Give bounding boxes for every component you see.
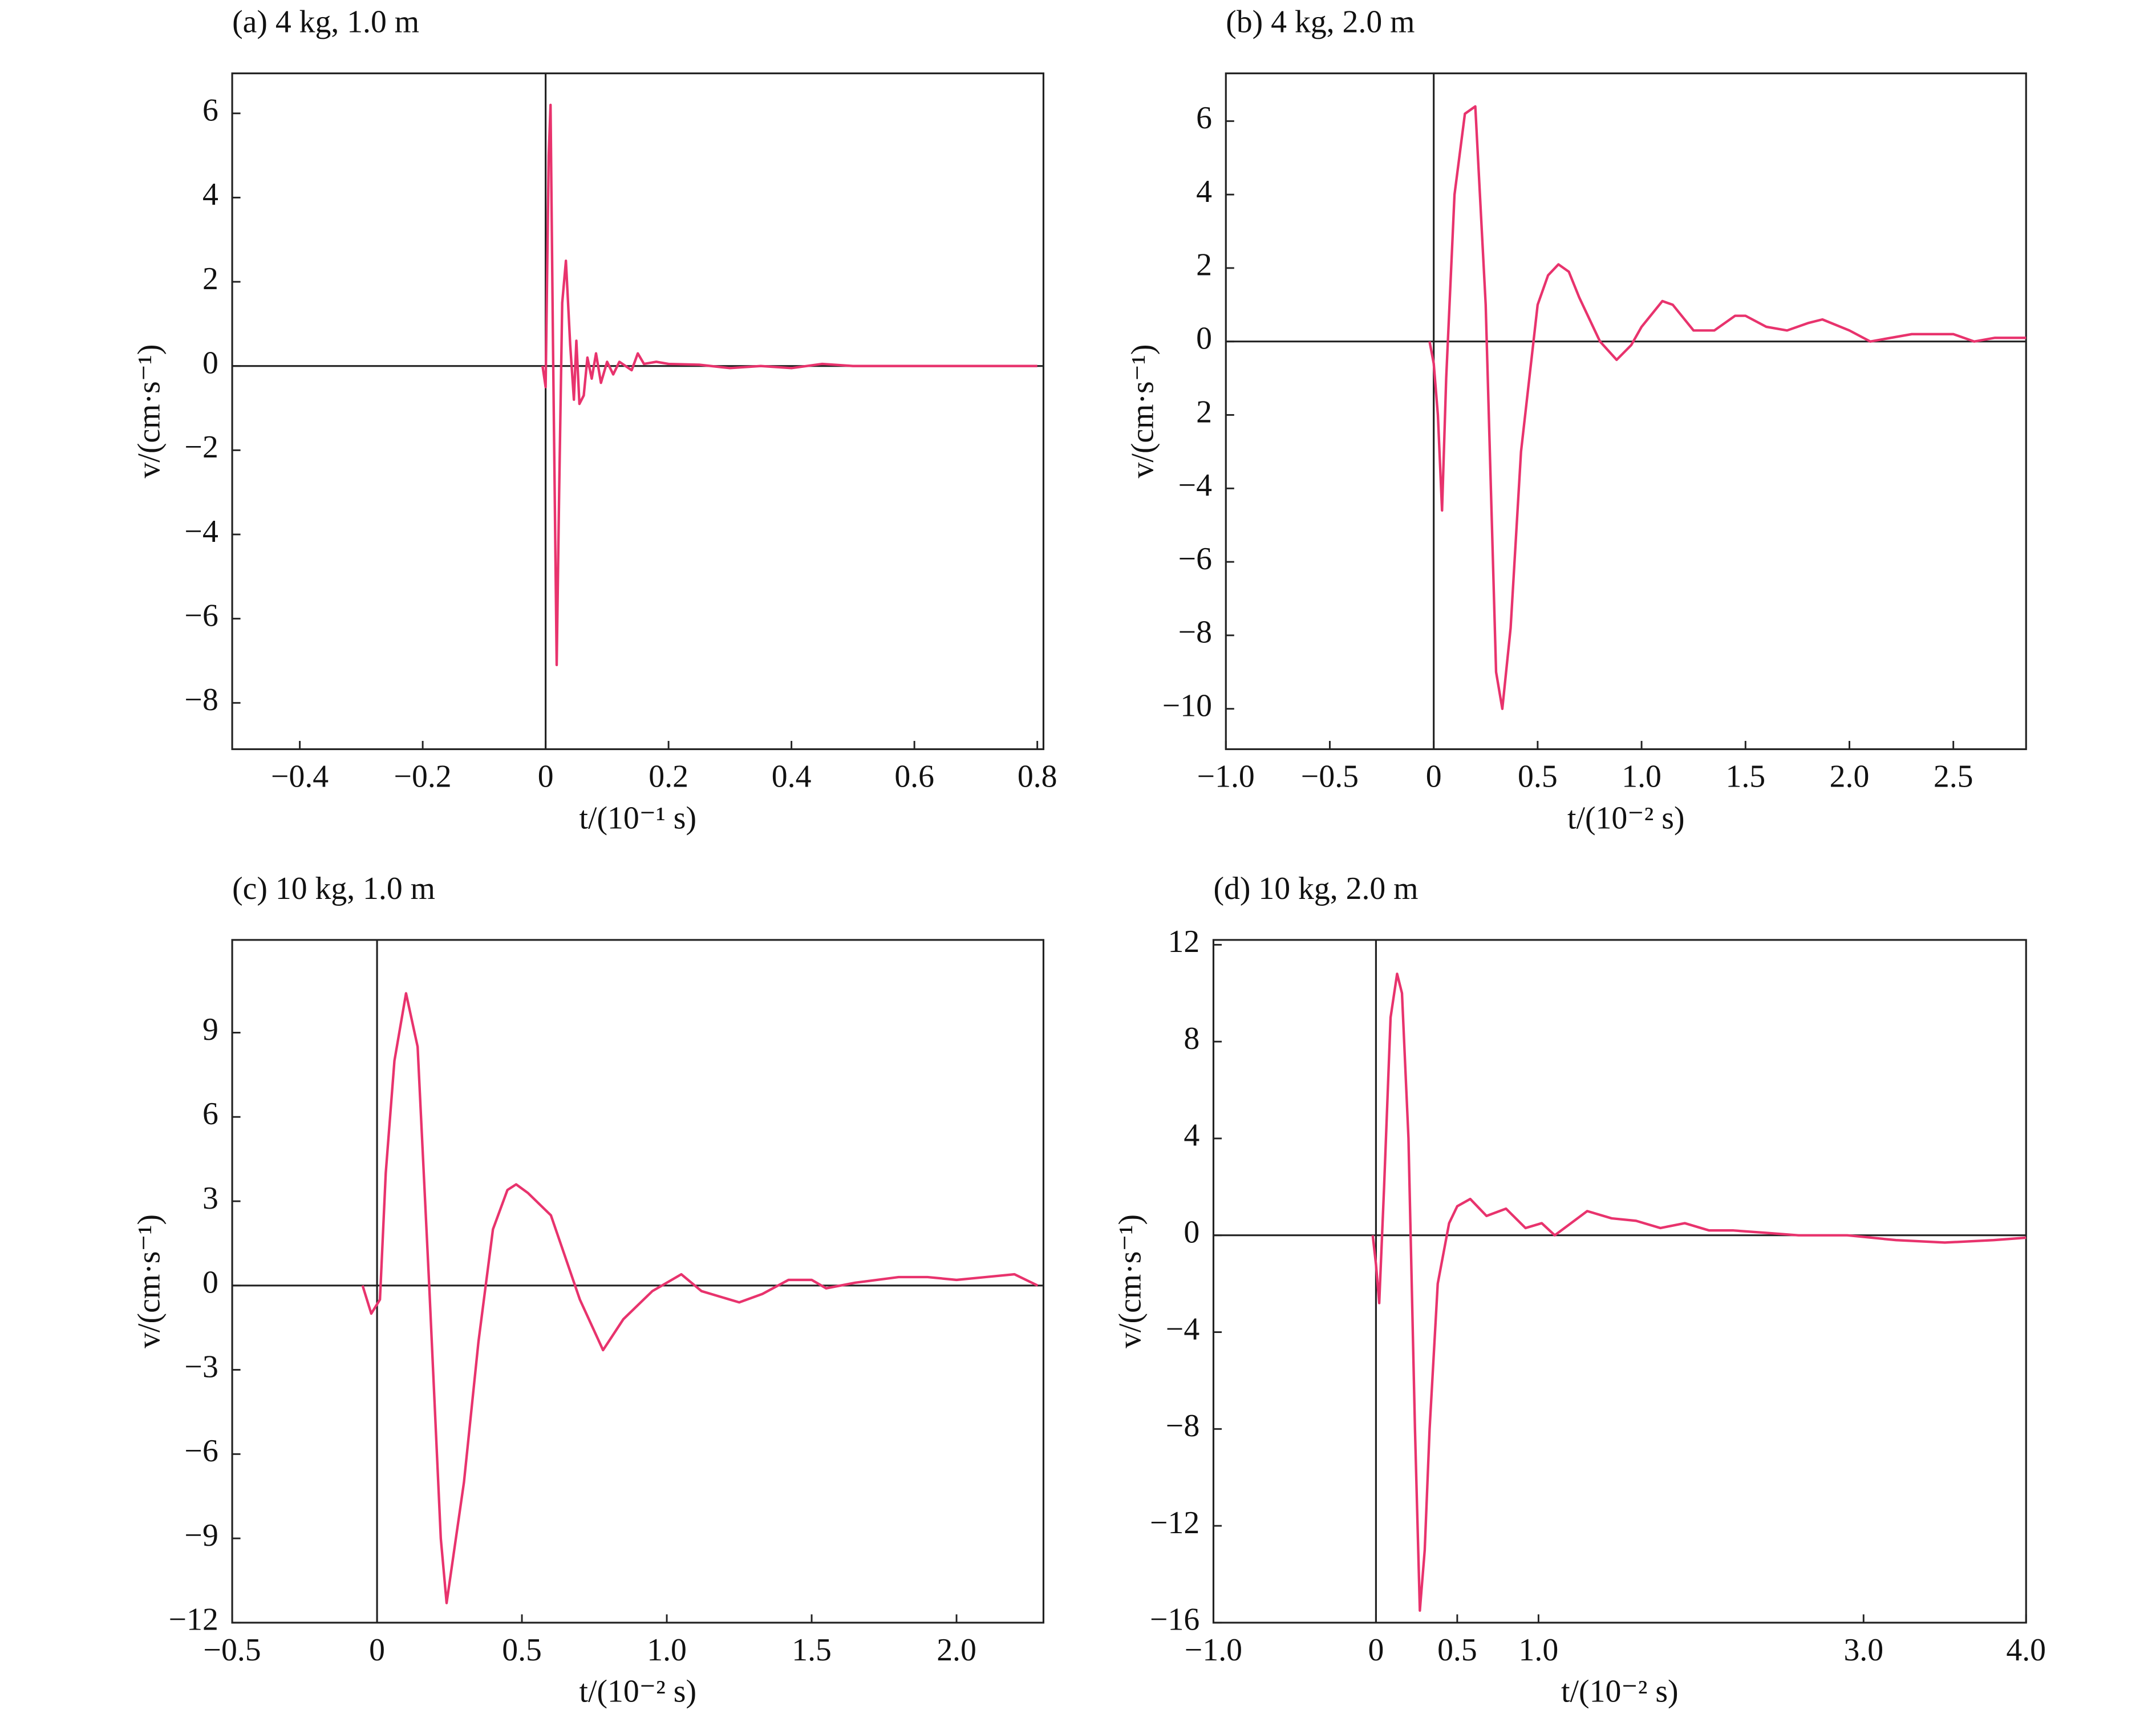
x-tick-label: 3.0 bbox=[1843, 1632, 1883, 1668]
y-axis-label: v/(cm·s⁻¹) bbox=[1113, 1214, 1148, 1348]
chart-title: (c) 10 kg, 1.0 m bbox=[232, 871, 435, 906]
y-tick-label: −4 bbox=[1166, 1311, 1199, 1347]
x-tick-label: 0 bbox=[1368, 1632, 1384, 1668]
x-axis-label: t/(10⁻² s) bbox=[1567, 800, 1685, 836]
chart-title: (b) 4 kg, 2.0 m bbox=[1226, 5, 1415, 40]
data-line bbox=[361, 992, 1039, 1604]
plot-frame bbox=[1212, 939, 2027, 1624]
x-tick-label: −0.4 bbox=[271, 759, 329, 795]
y-tick-label: 4 bbox=[1184, 1118, 1199, 1153]
x-tick-label: 0.2 bbox=[649, 759, 688, 795]
y-tick-label: 2 bbox=[1196, 248, 1212, 283]
y-tick-label: 12 bbox=[1168, 924, 1200, 959]
x-tick-label: −0.2 bbox=[394, 759, 452, 795]
data-line bbox=[541, 103, 1038, 667]
y-tick-label: −6 bbox=[185, 1433, 218, 1469]
y-tick-label: −4 bbox=[185, 514, 218, 549]
y-tick-label: −3 bbox=[185, 1349, 218, 1384]
y-tick-label: −8 bbox=[185, 682, 218, 718]
y-tick-label: −12 bbox=[1150, 1505, 1199, 1541]
y-axis-label: v/(cm·s⁻¹) bbox=[1125, 345, 1161, 479]
y-tick-label: 6 bbox=[202, 1096, 218, 1132]
x-tick-label: 0.8 bbox=[1018, 759, 1057, 795]
y-tick-label: 0 bbox=[202, 1265, 218, 1300]
x-tick-label: 1.0 bbox=[647, 1632, 687, 1668]
y-tick-label: 2 bbox=[202, 261, 218, 297]
plot-frame bbox=[1225, 72, 2027, 751]
x-tick-label: 1.5 bbox=[1725, 759, 1765, 795]
x-tick-label: −1.0 bbox=[1197, 759, 1255, 795]
x-tick-label: 4.0 bbox=[2006, 1632, 2046, 1668]
y-tick-label: 3 bbox=[202, 1181, 218, 1216]
x-tick-label: 0 bbox=[538, 759, 554, 795]
x-tick-label: 0 bbox=[369, 1632, 385, 1668]
y-tick-label: 0 bbox=[1196, 321, 1212, 356]
x-tick-label: 0.5 bbox=[1437, 1632, 1477, 1668]
y-tick-label: −6 bbox=[1178, 541, 1212, 577]
chart-title: (d) 10 kg, 2.0 m bbox=[1213, 871, 1418, 906]
y-tick-label: 4 bbox=[1196, 174, 1212, 209]
data-line bbox=[1428, 105, 2027, 710]
y-tick-label: −2 bbox=[185, 429, 218, 465]
x-tick-label: 2.5 bbox=[1934, 759, 1973, 795]
y-axis-label: v/(cm·s⁻¹) bbox=[131, 345, 167, 479]
y-tick-label: 2 bbox=[1196, 394, 1212, 429]
y-tick-label: −9 bbox=[185, 1518, 218, 1553]
y-tick-label: −8 bbox=[1166, 1408, 1199, 1444]
x-tick-label: 0 bbox=[1426, 759, 1442, 795]
plot-frame bbox=[231, 72, 1044, 751]
x-axis-label: t/(10⁻² s) bbox=[579, 1674, 696, 1709]
x-tick-label: 1.0 bbox=[1622, 759, 1661, 795]
y-tick-label: −6 bbox=[185, 598, 218, 633]
x-tick-label: 2.0 bbox=[1830, 759, 1870, 795]
y-tick-label: 0 bbox=[202, 345, 218, 380]
x-tick-label: 0.6 bbox=[894, 759, 934, 795]
x-tick-label: 1.5 bbox=[792, 1632, 832, 1668]
y-tick-label: 9 bbox=[202, 1012, 218, 1047]
x-tick-label: 0.5 bbox=[1518, 759, 1558, 795]
y-tick-label: −8 bbox=[1178, 615, 1212, 650]
x-axis-label: t/(10⁻¹ s) bbox=[579, 800, 696, 836]
x-tick-label: −1.0 bbox=[1185, 1632, 1242, 1668]
y-tick-label: 8 bbox=[1184, 1021, 1199, 1056]
y-tick-label: 6 bbox=[202, 93, 218, 128]
y-axis-label: v/(cm·s⁻¹) bbox=[131, 1214, 167, 1348]
y-tick-label: −4 bbox=[1178, 468, 1212, 503]
y-tick-label: −16 bbox=[1150, 1602, 1199, 1638]
y-tick-label: 6 bbox=[1196, 100, 1212, 136]
x-axis-label: t/(10⁻² s) bbox=[1561, 1674, 1679, 1709]
plot-frame bbox=[231, 939, 1044, 1624]
y-tick-label: 0 bbox=[1184, 1215, 1199, 1250]
y-tick-label: −12 bbox=[169, 1602, 218, 1638]
x-tick-label: 0.4 bbox=[772, 759, 812, 795]
x-tick-label: 0.5 bbox=[502, 1632, 542, 1668]
x-tick-label: 2.0 bbox=[937, 1632, 976, 1668]
x-tick-label: 1.0 bbox=[1519, 1632, 1559, 1668]
data-line bbox=[1371, 973, 2027, 1612]
x-tick-label: −0.5 bbox=[1301, 759, 1359, 795]
x-tick-label: −0.5 bbox=[204, 1632, 261, 1668]
y-tick-label: 4 bbox=[202, 177, 218, 212]
chart-title: (a) 4 kg, 1.0 m bbox=[232, 5, 419, 40]
y-tick-label: −10 bbox=[1162, 688, 1212, 723]
